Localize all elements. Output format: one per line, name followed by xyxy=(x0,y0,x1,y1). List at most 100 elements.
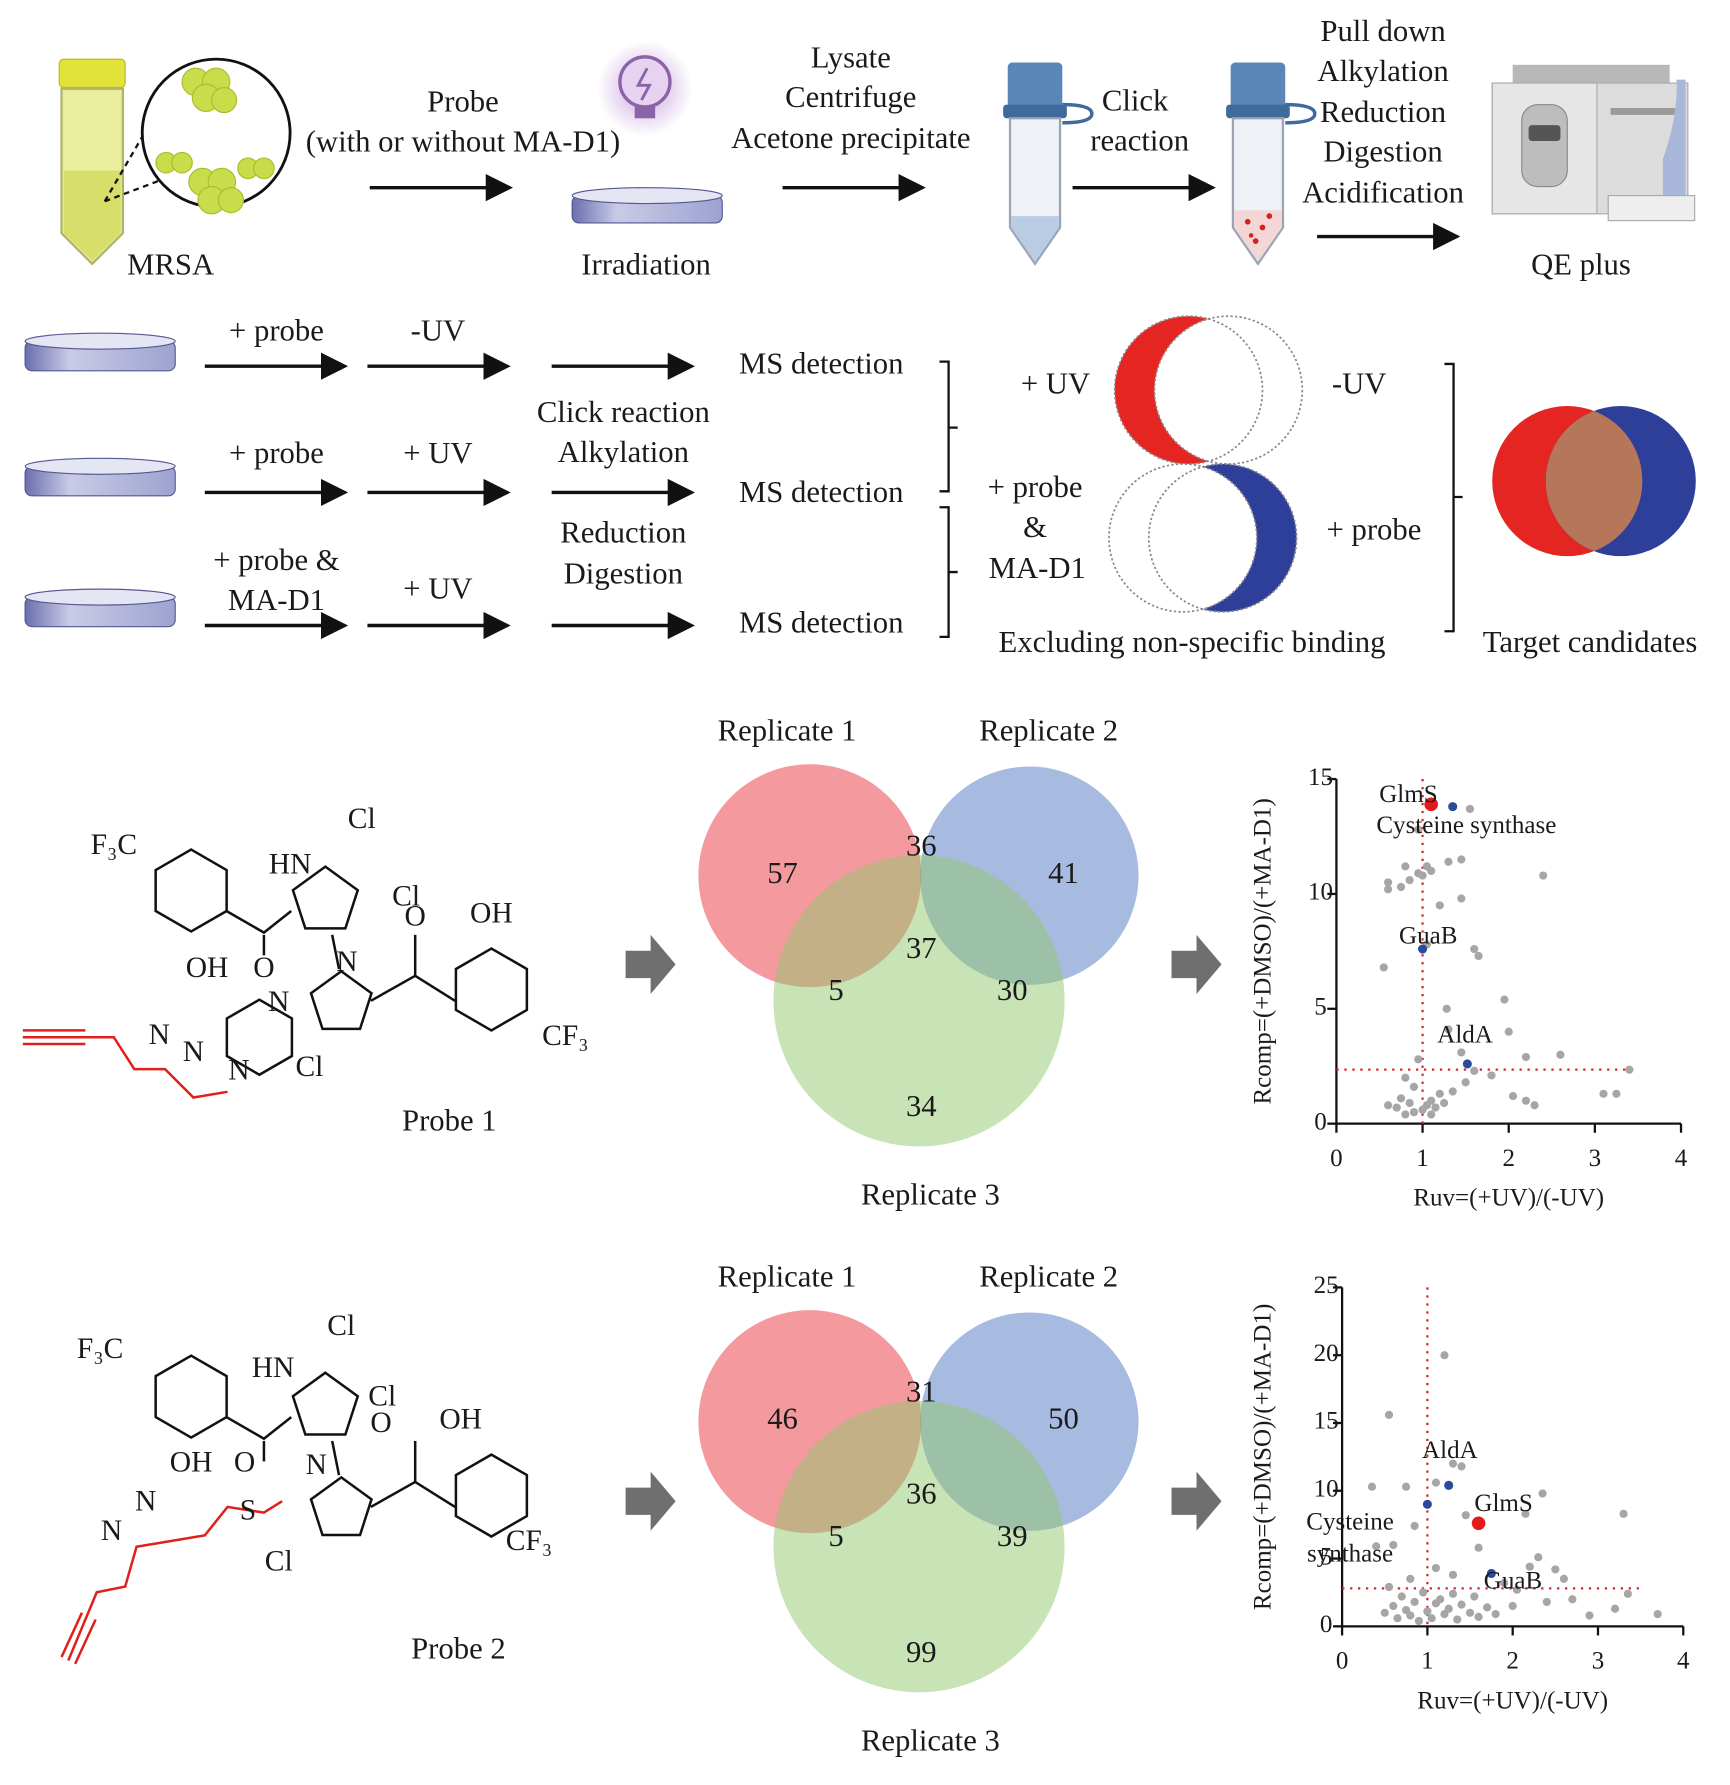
processing-label: Digestion xyxy=(564,557,683,591)
atom-label: Cl xyxy=(392,880,420,912)
venn-label: -UV xyxy=(1332,367,1387,401)
replicate-venn: Replicate 1 Replicate 2 Replicate 3 46 31 50 3… xyxy=(698,1260,1139,1758)
highlight-point xyxy=(1471,1516,1486,1531)
atom-label: N xyxy=(306,1449,327,1481)
data-point xyxy=(1559,1574,1568,1583)
data-point xyxy=(1435,901,1444,910)
venn-overlap xyxy=(1545,406,1643,557)
data-point xyxy=(1423,1607,1432,1616)
probe-name: Probe 1 xyxy=(402,1104,497,1138)
data-point xyxy=(1453,1615,1462,1624)
data-point xyxy=(1551,1565,1560,1574)
data-point xyxy=(1521,1509,1530,1518)
uv-label: + UV xyxy=(403,436,472,470)
data-point xyxy=(1431,1478,1441,1487)
y-tick-label: 5 xyxy=(1320,1543,1333,1570)
bond xyxy=(309,1475,373,1537)
bond xyxy=(330,1440,341,1476)
data-point xyxy=(1389,1601,1398,1611)
atom-label: CF₃ xyxy=(542,1020,588,1052)
bond xyxy=(330,934,341,970)
data-point xyxy=(1367,1482,1377,1491)
data-point xyxy=(1442,1004,1451,1013)
bond xyxy=(154,848,228,933)
venn-label: + probe xyxy=(1327,512,1422,546)
venn-count: 46 xyxy=(767,1402,798,1436)
petri-dish xyxy=(24,588,176,628)
step-label: Acidification xyxy=(1302,176,1464,210)
petri-dish xyxy=(571,187,723,224)
data-point xyxy=(1392,1103,1401,1112)
caption: Target candidates xyxy=(1483,625,1698,659)
data-point xyxy=(1396,882,1406,892)
data-point xyxy=(1585,1611,1594,1620)
venn-count: 5 xyxy=(828,1519,843,1553)
data-point xyxy=(1444,1604,1453,1613)
data-point xyxy=(1414,1616,1423,1626)
data-point xyxy=(1405,876,1414,885)
detection-label: MS detection xyxy=(739,475,904,509)
atom-label: Cl xyxy=(348,803,376,835)
venn-count: 31 xyxy=(906,1374,937,1408)
detection-label: MS detection xyxy=(739,606,904,640)
data-point xyxy=(1568,1595,1577,1604)
microtube xyxy=(1226,62,1317,266)
highlight-point xyxy=(1444,1480,1454,1490)
data-point xyxy=(1556,1050,1565,1059)
venn-circle xyxy=(1153,315,1304,465)
bond xyxy=(225,1415,293,1441)
replicate-label: Replicate 1 xyxy=(718,714,857,748)
processing-label: Reduction xyxy=(560,516,686,550)
y-tick-label: 15 xyxy=(1314,1408,1339,1435)
data-point xyxy=(1436,1595,1445,1604)
y-tick-label: 0 xyxy=(1320,1611,1333,1638)
step-label: Digestion xyxy=(1323,135,1442,169)
venn-count: 39 xyxy=(997,1519,1028,1553)
data-point xyxy=(1470,1592,1479,1601)
light-bulb xyxy=(597,40,693,137)
data-point xyxy=(1448,1570,1458,1579)
data-point xyxy=(1500,1578,1509,1588)
data-point xyxy=(1410,1521,1419,1531)
data-point xyxy=(1409,1082,1419,1091)
bond xyxy=(291,865,360,930)
block-arrow xyxy=(1171,1471,1222,1531)
mass-spectrometer xyxy=(1491,64,1696,222)
replicate-label: Replicate 2 xyxy=(979,714,1118,748)
data-point xyxy=(1444,1025,1453,1034)
highlight-label: Cysteine synthase xyxy=(1376,812,1556,839)
highlight-label: AldA xyxy=(1422,1437,1478,1464)
data-point xyxy=(1465,804,1475,814)
atom-label: OH xyxy=(170,1447,213,1479)
data-point xyxy=(1380,1608,1389,1617)
data-point xyxy=(1461,1078,1470,1087)
data-point xyxy=(1435,1089,1444,1098)
data-point xyxy=(1457,1600,1466,1609)
data-point xyxy=(1410,1597,1419,1607)
replicate-label: Replicate 2 xyxy=(979,1260,1118,1294)
atom-label: O xyxy=(253,952,274,984)
y-tick-label: 20 xyxy=(1314,1340,1339,1367)
x-axis-label: Ruv=(+UV)/(-UV) xyxy=(1413,1185,1604,1212)
venn-circle xyxy=(773,855,1065,1147)
step-label: reaction xyxy=(1090,123,1189,157)
uv-label: + UV xyxy=(403,571,472,605)
venn-count: 36 xyxy=(906,828,937,862)
data-point xyxy=(1470,1066,1479,1075)
data-point xyxy=(1512,1585,1522,1594)
x-axis-label: Ruv=(+UV)/(-UV) xyxy=(1417,1687,1608,1714)
y-tick-label: 15 xyxy=(1308,764,1333,791)
data-point xyxy=(1401,1073,1410,1082)
culture-tube xyxy=(58,57,292,266)
data-point xyxy=(1623,1589,1632,1598)
data-point xyxy=(1457,894,1466,903)
x-tick-label: 0 xyxy=(1336,1647,1349,1674)
block-arrow xyxy=(1171,934,1222,995)
data-point xyxy=(1414,1055,1423,1064)
venn-label: & xyxy=(1023,510,1047,544)
atom-label: OH xyxy=(439,1403,482,1435)
venn-circle xyxy=(773,1401,1065,1693)
highlight-label: AldA xyxy=(1437,1021,1493,1048)
experiment: + probe -UV MS detection + probe + UV MS… xyxy=(24,313,1698,659)
y-tick-label: 10 xyxy=(1314,1476,1339,1503)
